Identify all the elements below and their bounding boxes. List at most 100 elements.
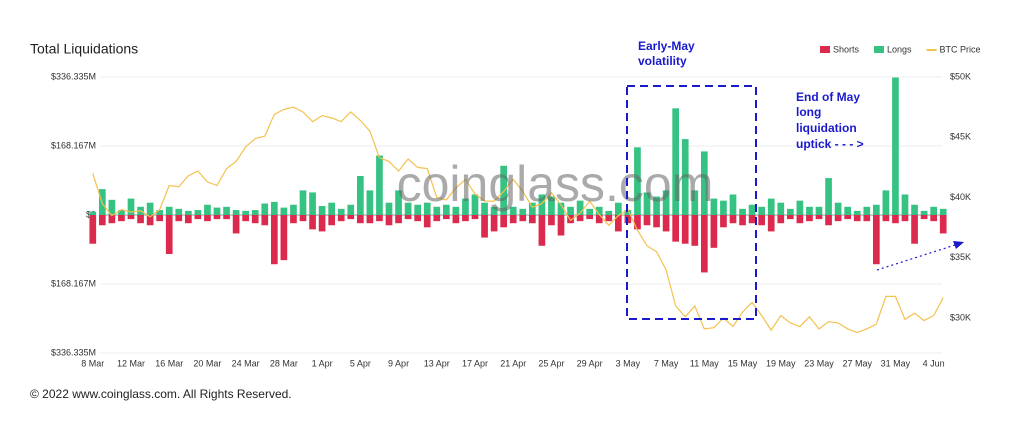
bar (863, 215, 871, 222)
bar (691, 215, 699, 246)
bar (576, 215, 584, 222)
bar (662, 190, 670, 215)
bar (118, 215, 125, 222)
bar (720, 215, 727, 228)
bar (528, 215, 536, 224)
bar (500, 165, 508, 215)
bar (614, 215, 622, 232)
bar (853, 210, 861, 215)
bar (681, 139, 689, 215)
bar (901, 215, 909, 222)
bar (423, 202, 431, 215)
bar (643, 192, 651, 215)
chart-title: Total Liquidations (30, 41, 138, 57)
bar (892, 215, 899, 224)
bar (920, 215, 928, 220)
x-tick-label: 12 Mar (117, 358, 145, 368)
bar (729, 215, 737, 224)
bar (471, 215, 479, 220)
bar (567, 206, 574, 215)
bar (423, 215, 431, 228)
bar (299, 190, 307, 215)
bar (767, 215, 775, 232)
bar (786, 208, 794, 215)
bar (911, 204, 918, 215)
bar (452, 206, 460, 215)
bar (815, 206, 823, 215)
bar (653, 215, 660, 228)
bar (204, 215, 211, 222)
bar (251, 215, 259, 224)
bar (395, 190, 402, 215)
bar (127, 215, 135, 220)
bar (290, 215, 297, 224)
x-tick-label: 31 May (881, 358, 911, 368)
bar (165, 206, 173, 215)
x-tick-label: 11 May (690, 358, 719, 368)
bar (213, 207, 221, 215)
bar (108, 215, 116, 224)
bar (739, 208, 746, 215)
bar (98, 215, 106, 226)
bar (920, 210, 928, 215)
bar (328, 202, 336, 215)
bar (853, 215, 861, 222)
bar (223, 206, 230, 215)
bar (232, 210, 240, 215)
x-tick-label: 13 Apr (424, 358, 450, 368)
bar (939, 208, 947, 215)
bar (786, 215, 794, 220)
bar (595, 215, 603, 224)
bar (223, 215, 230, 220)
bar (337, 208, 345, 215)
y-tick-label: $336.335M (51, 347, 96, 357)
bar (691, 190, 699, 215)
footer: © 2022 www.coinglass.com. All Rights Res… (30, 387, 292, 401)
bar (567, 215, 574, 224)
bar (901, 194, 909, 215)
bar (356, 215, 364, 224)
bar (863, 206, 871, 215)
bar (414, 215, 422, 222)
watermark: coinglass.com (397, 156, 714, 212)
bar (318, 215, 326, 232)
bar (89, 211, 97, 215)
bar (146, 202, 154, 215)
bar (481, 215, 488, 238)
bar (376, 155, 383, 215)
x-tick-label: 21 Apr (500, 358, 526, 368)
y2-tick-label: $45K (950, 132, 971, 142)
bar (586, 215, 594, 220)
bar (194, 210, 202, 215)
bar (318, 205, 326, 215)
bar (643, 215, 651, 226)
x-tick-label: 28 Mar (270, 358, 298, 368)
x-tick-label: 5 Apr (350, 358, 371, 368)
x-tick-label: 29 Apr (577, 358, 603, 368)
bar (777, 202, 785, 215)
bar (834, 202, 842, 215)
bar (261, 203, 269, 215)
bar (270, 201, 278, 215)
bar (634, 215, 641, 230)
bar (672, 108, 680, 215)
bar (462, 198, 469, 215)
bar (175, 215, 183, 222)
bar (242, 215, 250, 222)
bar (433, 215, 441, 222)
x-tick-label: 3 May (616, 358, 641, 368)
bar (118, 210, 125, 215)
bar (194, 215, 202, 220)
bar (834, 215, 842, 222)
bar (825, 178, 832, 215)
bar (882, 215, 890, 222)
x-tick-label: 20 Mar (193, 358, 221, 368)
bar (165, 215, 173, 254)
bar (328, 215, 336, 226)
x-tick-label: 7 May (654, 358, 679, 368)
arrow-head (953, 241, 964, 249)
bar (280, 215, 288, 261)
x-tick-label: 15 May (728, 358, 758, 368)
bar (213, 215, 221, 220)
